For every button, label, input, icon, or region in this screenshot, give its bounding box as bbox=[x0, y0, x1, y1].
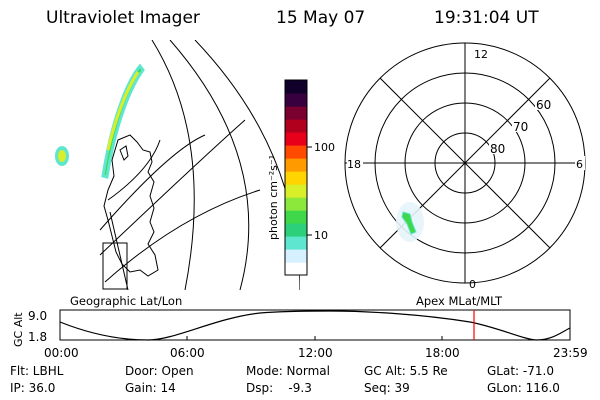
colorbar-segment bbox=[285, 236, 307, 250]
mlt-label-dawn: 6 bbox=[576, 158, 583, 171]
mode-readout: Mode: Normal bbox=[246, 364, 330, 378]
colorbar-segment bbox=[285, 145, 307, 159]
colorbar-tick-label: 10 bbox=[314, 229, 328, 242]
colorbar-segment bbox=[285, 249, 307, 263]
dsp-readout: Dsp: -9.3 bbox=[246, 381, 312, 395]
colorbar-segment bbox=[285, 80, 307, 94]
image-edge-box bbox=[102, 242, 128, 290]
mlat-label-80: 80 bbox=[490, 142, 505, 156]
glon-readout: GLon: 116.0 bbox=[487, 381, 560, 395]
mlat-label-70: 70 bbox=[513, 120, 528, 134]
door-readout: Door: Open bbox=[125, 364, 194, 378]
colorbar-segment bbox=[285, 197, 307, 211]
geo-grid-line bbox=[99, 134, 206, 231]
ip-readout: IP: 36.0 bbox=[10, 381, 56, 395]
geo-panel-label: Geographic Lat/Lon bbox=[70, 294, 182, 308]
antarctica-coastline bbox=[103, 134, 159, 277]
colorbar-segment bbox=[285, 158, 307, 172]
colorbar-segment bbox=[285, 119, 307, 133]
geo-grid-line bbox=[99, 119, 246, 256]
gain-readout: Gain: 14 bbox=[125, 381, 176, 395]
mlt-label-dusk: 18 bbox=[347, 158, 361, 171]
polar-panel-label: Apex MLat/MLT bbox=[416, 294, 503, 308]
aurora-oval-core bbox=[106, 71, 140, 151]
colorbar-segment bbox=[285, 223, 307, 237]
glat-readout: GLat: -71.0 bbox=[487, 364, 554, 378]
colorbar-unit-label: photon cm⁻²s⁻¹ bbox=[267, 155, 280, 240]
emission-patch-core bbox=[58, 150, 66, 162]
observation-time: 19:31:04 UT bbox=[434, 8, 539, 28]
colorbar-segment bbox=[285, 184, 307, 198]
aurora-oval bbox=[101, 63, 145, 179]
altitude-ylabel: GC Alt bbox=[12, 312, 25, 347]
colorbar-tick-label: 100 bbox=[314, 141, 335, 154]
altitude-ytick-bottom: 1.8 bbox=[28, 330, 47, 344]
time-tick-label: 18:00 bbox=[425, 346, 460, 360]
geo-grid-line bbox=[169, 40, 250, 290]
mlt-label-noon: 12 bbox=[474, 48, 488, 61]
gc-alt-readout: GC Alt: 5.5 Re bbox=[364, 364, 448, 378]
continent-outline bbox=[119, 145, 129, 161]
colorbar-segment bbox=[285, 132, 307, 146]
colorbar-segment bbox=[285, 106, 307, 120]
geo-grid-line bbox=[107, 139, 161, 201]
colorbar-segment bbox=[285, 171, 307, 185]
polar-emission-spot bbox=[401, 211, 417, 235]
colorbar-segment bbox=[285, 210, 307, 224]
geo-grid-line bbox=[151, 40, 195, 290]
colorbar-segment bbox=[285, 93, 307, 107]
time-tick-label: 23:59 bbox=[553, 346, 588, 360]
seq-readout: Seq: 39 bbox=[364, 381, 410, 395]
observation-date: 15 May 07 bbox=[276, 8, 366, 28]
filter-readout: Flt: LBHL bbox=[10, 364, 64, 378]
altitude-curve bbox=[59, 310, 571, 341]
geo-grid-line bbox=[109, 211, 129, 290]
time-tick-label: 00:00 bbox=[44, 346, 79, 360]
mlt-label-midnight: 0 bbox=[469, 278, 476, 291]
time-tick-label: 06:00 bbox=[170, 346, 205, 360]
colorbar-segment bbox=[285, 262, 307, 276]
altitude-ytick-top: 9.0 bbox=[28, 309, 47, 323]
instrument-title: Ultraviolet Imager bbox=[46, 8, 200, 28]
mlat-label-60: 60 bbox=[536, 98, 551, 112]
time-tick-label: 12:00 bbox=[298, 346, 333, 360]
